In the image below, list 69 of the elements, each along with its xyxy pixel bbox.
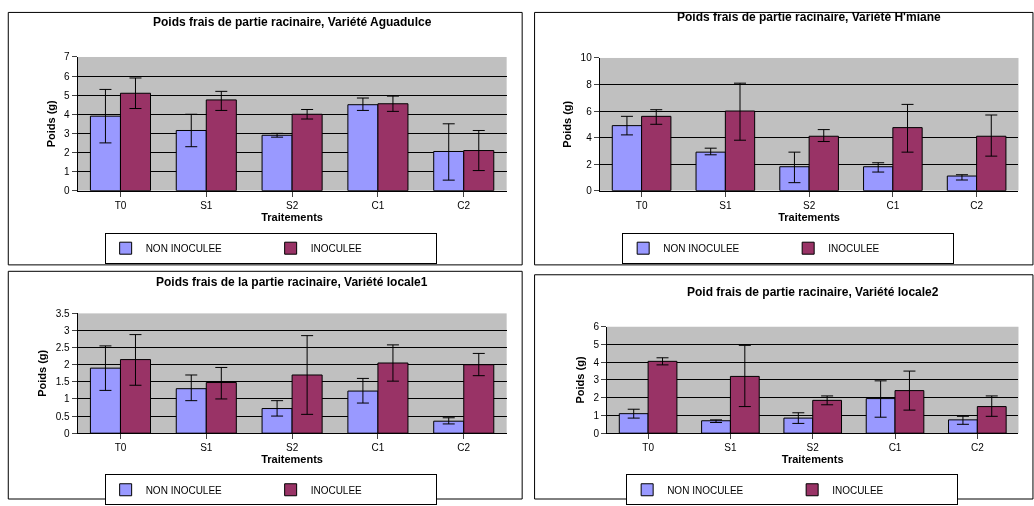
y-tick-label: 2 [593,392,600,404]
x-tick-label: T0 [635,199,648,211]
x-axis-title: Traitements [261,453,323,466]
x-tick-label: S1 [719,199,732,211]
y-axis-title: Poids (g) [561,100,574,148]
x-tick-label: S1 [200,199,213,211]
chart-title: Poids frais de partie racinaire, Variété H'miane [677,10,941,24]
x-tick-label: C2 [457,442,471,454]
y-tick-label: 0 [586,185,593,197]
x-tick-label: C1 [886,199,900,211]
x-tick-label: C2 [970,199,984,211]
y-tick-label: 2 [63,359,70,371]
y-tick-label: 6 [63,70,70,82]
x-tick-label: C1 [888,442,902,454]
legend-label: NON INOCULEE [145,484,223,496]
y-tick-label: 1 [63,393,70,405]
y-tick-label: 3 [63,324,70,336]
legend-label: NON INOCULEE [667,484,744,496]
y-tick-label: 4 [63,108,70,120]
y-tick-label: 2 [586,158,593,170]
y-tick-label: 10 [580,52,593,64]
y-tick-label: 7 [63,51,70,63]
y-tick-label: 2.5 [55,342,70,354]
y-tick-label: 1 [593,409,600,421]
legend-label: INOCULEE [310,243,363,255]
y-tick-label: 3.5 [55,307,70,319]
y-tick-label: 1.5 [55,376,70,388]
y-tick-label: 5 [63,89,70,101]
y-tick-label: 4 [586,132,593,144]
x-tick-label: T0 [114,442,127,454]
x-tick-label: S2 [806,442,820,454]
x-tick-label: C1 [371,442,385,454]
x-tick-label: C2 [970,442,985,454]
y-axis-title: Poids (g) [44,99,57,148]
y-axis-title: Poids (g) [36,349,49,397]
chart-title: Poid frais de partie racinaire, Variété locale2 [687,285,939,299]
x-tick-label: C1 [371,199,385,211]
y-tick-label: 0 [63,427,70,439]
x-axis-title: Traitements [781,453,844,466]
legend-label: INOCULEE [832,484,884,496]
chart-title: Poids frais de la partie racinaire, Variété locale1 [156,275,428,289]
x-tick-label: C2 [457,199,471,211]
x-tick-label: S2 [285,199,299,211]
y-tick-label: 3 [593,374,600,386]
y-axis-title: Poids (g) [574,356,587,404]
x-axis-title: Traitements [261,210,323,223]
y-tick-label: 0 [593,427,600,439]
y-tick-label: 0.5 [55,410,70,422]
y-tick-label: 6 [586,105,593,117]
x-tick-label: T0 [642,442,655,454]
y-tick-label: 5 [593,338,600,350]
y-tick-label: 4 [593,356,600,368]
x-tick-label: S1 [200,442,213,454]
legend-label: INOCULEE [828,243,880,255]
x-tick-label: S1 [724,442,737,454]
y-tick-label: 1 [63,166,70,178]
legend-label: NON INOCULEE [663,243,740,255]
x-tick-label: S2 [802,199,816,211]
legend-label: INOCULEE [310,484,363,496]
x-tick-label: T0 [114,199,127,211]
chart-title: Poids frais de partie racinaire, Variété Aguadulce [153,15,432,29]
y-tick-label: 3 [63,127,70,139]
y-tick-label: 0 [63,185,70,197]
y-tick-label: 8 [586,79,593,90]
y-tick-label: 2 [63,146,70,158]
x-tick-label: S2 [285,442,299,454]
y-tick-label: 6 [593,321,600,333]
legend-label: NON INOCULEE [145,243,223,255]
x-axis-title: Traitements [778,210,840,223]
